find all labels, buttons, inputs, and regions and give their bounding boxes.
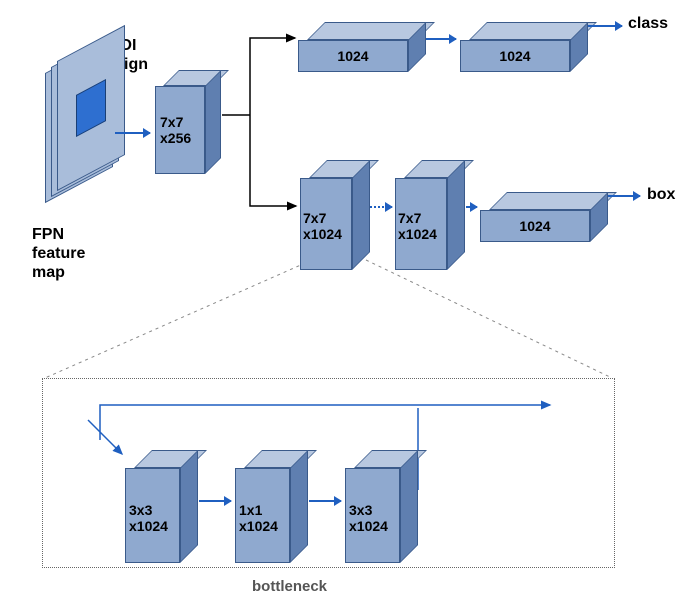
fc-class-2: 1024	[460, 22, 588, 72]
bottleneck-caption: bottleneck	[252, 578, 327, 595]
arrow-fpn-to-roi	[115, 132, 150, 134]
box-output-label: box	[647, 186, 675, 204]
arrow-cls1-to-cls2	[426, 38, 456, 40]
fc-class-1: 1024	[298, 22, 426, 72]
arrow-conv1-conv2	[370, 206, 392, 208]
conv1-slab: 7x7 x1024	[300, 160, 370, 270]
arrow-conv2-fcbox	[466, 206, 477, 208]
roi-feature-slab: 7x7 x256	[155, 70, 221, 174]
class-output-label: class	[628, 15, 668, 33]
conv2-slab: 7x7 x1024	[395, 160, 465, 270]
diagram-canvas: { "colors": { "block_face": "#8fa9cf", "…	[0, 0, 692, 611]
fpn-feature-map	[45, 55, 131, 239]
fc-box: 1024	[480, 192, 608, 242]
arrow-fcbox-out	[608, 195, 640, 197]
arrow-cls2-out	[588, 25, 622, 27]
bottleneck-box	[42, 378, 615, 568]
